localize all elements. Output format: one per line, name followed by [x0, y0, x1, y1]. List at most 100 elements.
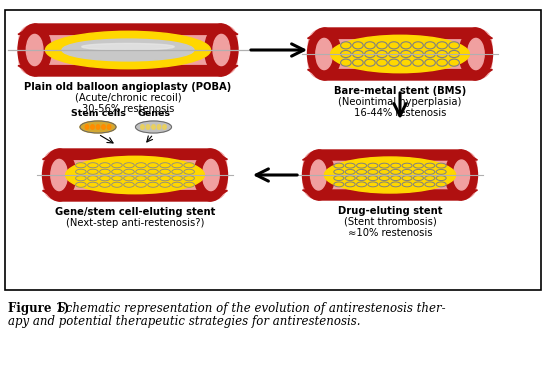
FancyBboxPatch shape: [302, 150, 478, 200]
Text: apy and potential therapeutic strategies for antirestenosis.: apy and potential therapeutic strategies…: [8, 315, 360, 328]
Ellipse shape: [205, 24, 238, 76]
Ellipse shape: [307, 28, 341, 80]
Text: (Next-step anti-restenosis?): (Next-step anti-restenosis?): [66, 218, 204, 228]
Ellipse shape: [136, 182, 146, 187]
Polygon shape: [43, 149, 228, 159]
Ellipse shape: [124, 163, 134, 168]
Ellipse shape: [100, 176, 110, 181]
Ellipse shape: [184, 182, 194, 187]
Ellipse shape: [148, 176, 158, 181]
Ellipse shape: [96, 125, 100, 129]
Text: ≈10% restenosis: ≈10% restenosis: [348, 228, 432, 238]
Ellipse shape: [172, 182, 182, 187]
Ellipse shape: [112, 169, 122, 174]
Polygon shape: [43, 191, 228, 201]
Ellipse shape: [100, 182, 110, 187]
Ellipse shape: [112, 176, 122, 181]
Ellipse shape: [91, 125, 94, 129]
Ellipse shape: [80, 121, 116, 133]
Ellipse shape: [302, 150, 335, 200]
Ellipse shape: [324, 157, 455, 193]
Ellipse shape: [148, 163, 158, 168]
Ellipse shape: [311, 160, 327, 190]
Ellipse shape: [163, 125, 166, 129]
Ellipse shape: [102, 125, 105, 129]
Ellipse shape: [172, 176, 182, 181]
Ellipse shape: [454, 160, 470, 190]
Ellipse shape: [75, 176, 86, 181]
Ellipse shape: [203, 159, 219, 191]
Text: (Acute/chronic recoil): (Acute/chronic recoil): [75, 93, 181, 103]
Ellipse shape: [141, 125, 144, 129]
Ellipse shape: [43, 149, 76, 201]
Polygon shape: [18, 24, 238, 34]
Ellipse shape: [160, 163, 170, 168]
Polygon shape: [307, 28, 492, 38]
Ellipse shape: [66, 156, 204, 194]
Ellipse shape: [184, 163, 194, 168]
Text: Stem cells: Stem cells: [70, 109, 126, 118]
Ellipse shape: [331, 35, 470, 73]
Text: Bare-metal stent (BMS): Bare-metal stent (BMS): [334, 86, 466, 96]
Ellipse shape: [62, 39, 194, 61]
Text: Schematic representation of the evolution of antirestenosis ther-: Schematic representation of the evolutio…: [54, 302, 446, 315]
Polygon shape: [302, 190, 478, 200]
Ellipse shape: [87, 169, 98, 174]
Ellipse shape: [157, 125, 161, 129]
Text: Plain old balloon angioplasty (POBA): Plain old balloon angioplasty (POBA): [25, 82, 232, 92]
FancyBboxPatch shape: [43, 149, 228, 201]
Ellipse shape: [316, 38, 333, 70]
Ellipse shape: [194, 149, 228, 201]
Ellipse shape: [75, 182, 86, 187]
Ellipse shape: [100, 169, 110, 174]
FancyBboxPatch shape: [5, 10, 541, 290]
Ellipse shape: [87, 163, 98, 168]
Ellipse shape: [446, 150, 478, 200]
Ellipse shape: [172, 163, 182, 168]
Ellipse shape: [148, 182, 158, 187]
Text: (Stent thrombosis): (Stent thrombosis): [343, 217, 436, 227]
Ellipse shape: [26, 34, 43, 66]
Ellipse shape: [467, 38, 484, 70]
Ellipse shape: [82, 43, 174, 50]
Ellipse shape: [112, 182, 122, 187]
Ellipse shape: [172, 169, 182, 174]
Text: Figure 1): Figure 1): [8, 302, 69, 315]
Ellipse shape: [184, 176, 194, 181]
Ellipse shape: [148, 169, 158, 174]
Text: 30-56% restenosis: 30-56% restenosis: [82, 104, 174, 114]
Text: Gene/stem cell-eluting stent: Gene/stem cell-eluting stent: [55, 207, 215, 217]
Ellipse shape: [124, 169, 134, 174]
Ellipse shape: [160, 182, 170, 187]
Ellipse shape: [85, 125, 89, 129]
Ellipse shape: [136, 169, 146, 174]
Ellipse shape: [112, 163, 122, 168]
Ellipse shape: [87, 176, 98, 181]
Text: (Neointimal hyperplasia): (Neointimal hyperplasia): [339, 97, 462, 107]
Ellipse shape: [160, 169, 170, 174]
Text: Drug-eluting stent: Drug-eluting stent: [338, 206, 442, 216]
FancyBboxPatch shape: [307, 28, 492, 80]
Ellipse shape: [75, 163, 86, 168]
Ellipse shape: [45, 31, 211, 69]
Ellipse shape: [459, 28, 492, 80]
Polygon shape: [18, 66, 238, 76]
Ellipse shape: [146, 125, 150, 129]
Ellipse shape: [184, 169, 194, 174]
Ellipse shape: [124, 182, 134, 187]
Ellipse shape: [136, 176, 146, 181]
Ellipse shape: [87, 182, 98, 187]
Text: 16-44% restenosis: 16-44% restenosis: [354, 108, 446, 118]
Polygon shape: [302, 150, 478, 160]
Ellipse shape: [51, 159, 68, 191]
Ellipse shape: [124, 176, 134, 181]
Polygon shape: [307, 70, 492, 80]
Ellipse shape: [152, 125, 155, 129]
Ellipse shape: [160, 176, 170, 181]
Ellipse shape: [213, 34, 230, 66]
Ellipse shape: [75, 169, 86, 174]
Ellipse shape: [107, 125, 111, 129]
Text: Genes: Genes: [137, 109, 170, 118]
Ellipse shape: [18, 24, 51, 76]
Ellipse shape: [136, 163, 146, 168]
